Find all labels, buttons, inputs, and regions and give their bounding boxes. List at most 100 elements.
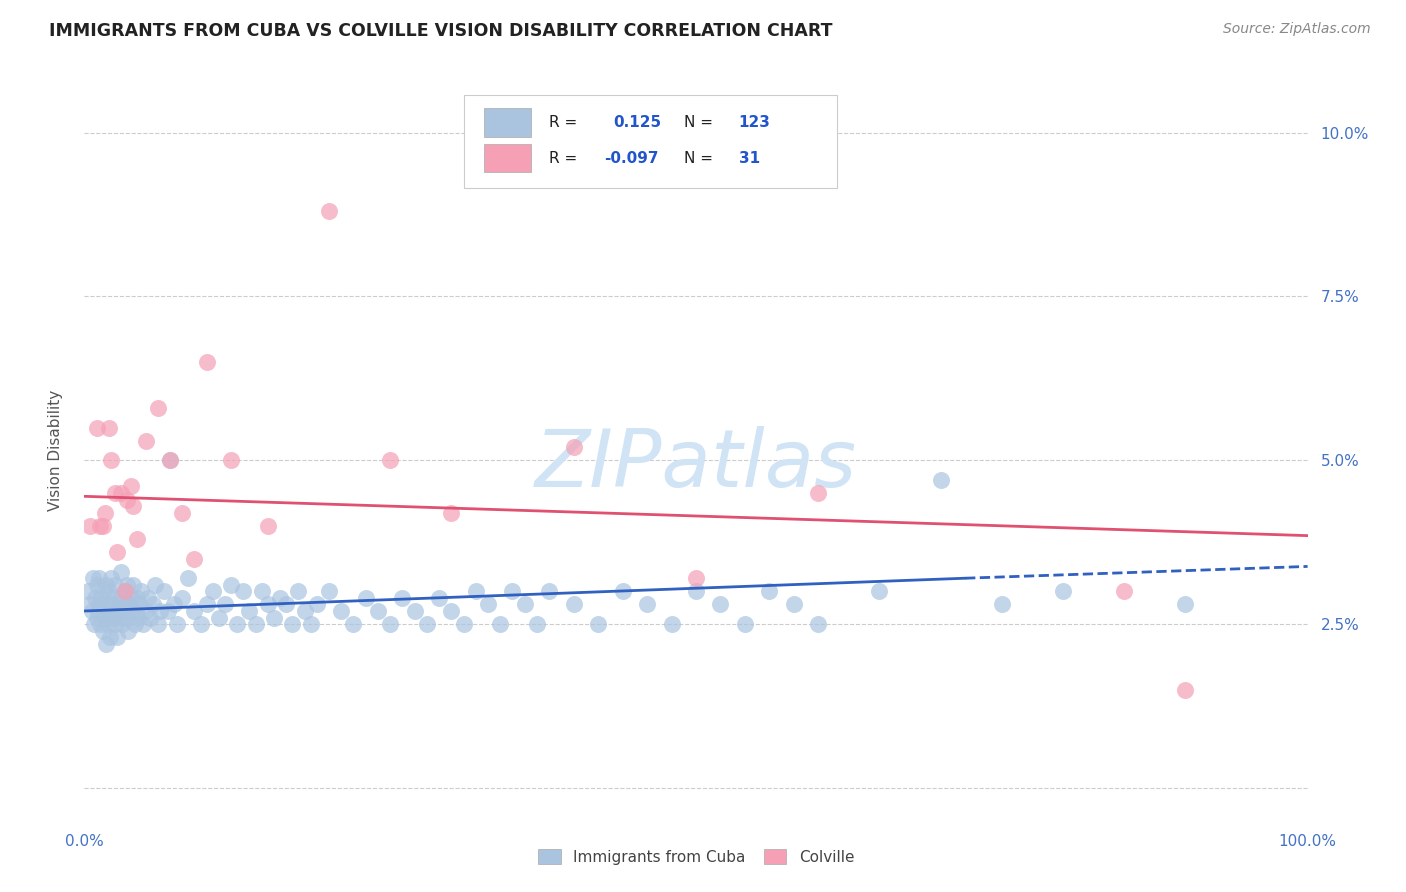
Point bbox=[201, 584, 224, 599]
Point bbox=[94, 506, 117, 520]
Point bbox=[129, 584, 152, 599]
FancyBboxPatch shape bbox=[484, 109, 531, 136]
Point bbox=[807, 617, 830, 632]
Point bbox=[104, 486, 127, 500]
Point bbox=[115, 610, 138, 624]
Point bbox=[183, 604, 205, 618]
Point bbox=[100, 571, 122, 585]
Point bbox=[636, 598, 658, 612]
Point bbox=[257, 518, 280, 533]
Point bbox=[110, 486, 132, 500]
Point bbox=[149, 604, 172, 618]
FancyBboxPatch shape bbox=[484, 144, 531, 172]
Point bbox=[991, 598, 1014, 612]
Point bbox=[91, 518, 114, 533]
Point bbox=[90, 591, 112, 605]
Point bbox=[120, 479, 142, 493]
Point bbox=[1114, 584, 1136, 599]
Point bbox=[136, 591, 159, 605]
Point bbox=[183, 551, 205, 566]
Point bbox=[115, 578, 138, 592]
Text: -0.097: -0.097 bbox=[605, 151, 659, 166]
Point bbox=[127, 610, 149, 624]
Point bbox=[807, 486, 830, 500]
Point bbox=[84, 591, 107, 605]
Point bbox=[219, 578, 242, 592]
Point bbox=[105, 545, 128, 559]
Point bbox=[98, 630, 121, 644]
Y-axis label: Vision Disability: Vision Disability bbox=[48, 390, 63, 511]
Point bbox=[586, 617, 609, 632]
Point bbox=[166, 617, 188, 632]
Point bbox=[380, 617, 402, 632]
Point bbox=[661, 617, 683, 632]
Point bbox=[107, 598, 129, 612]
Point bbox=[404, 604, 426, 618]
Point bbox=[112, 604, 135, 618]
Point bbox=[143, 578, 166, 592]
Point bbox=[163, 598, 186, 612]
Point bbox=[120, 604, 142, 618]
Point bbox=[177, 571, 200, 585]
Point bbox=[538, 584, 561, 599]
Point bbox=[1052, 584, 1074, 599]
Point bbox=[114, 584, 136, 599]
Point bbox=[440, 506, 463, 520]
Point bbox=[125, 532, 148, 546]
Point bbox=[1174, 682, 1197, 697]
Point bbox=[734, 617, 756, 632]
Point bbox=[709, 598, 731, 612]
Point bbox=[82, 571, 104, 585]
Point bbox=[79, 598, 101, 612]
Point bbox=[195, 598, 218, 612]
Point bbox=[87, 598, 110, 612]
Point bbox=[89, 518, 111, 533]
Point bbox=[330, 604, 353, 618]
Text: ZIPatlas: ZIPatlas bbox=[534, 426, 858, 504]
Point bbox=[87, 604, 110, 618]
Text: 31: 31 bbox=[738, 151, 759, 166]
Point bbox=[77, 584, 100, 599]
Point bbox=[103, 591, 125, 605]
Point bbox=[89, 617, 111, 632]
Point bbox=[135, 434, 157, 448]
Point bbox=[427, 591, 450, 605]
Point bbox=[294, 604, 316, 618]
Point bbox=[87, 571, 110, 585]
Point bbox=[115, 492, 138, 507]
Point bbox=[135, 604, 157, 618]
Point bbox=[101, 610, 124, 624]
Point bbox=[105, 630, 128, 644]
Point bbox=[219, 453, 242, 467]
Legend: Immigrants from Cuba, Colville: Immigrants from Cuba, Colville bbox=[537, 849, 855, 865]
Point bbox=[929, 473, 952, 487]
Point bbox=[502, 584, 524, 599]
Point bbox=[869, 584, 891, 599]
Point bbox=[86, 420, 108, 434]
Point bbox=[97, 604, 120, 618]
Point bbox=[96, 637, 118, 651]
Point bbox=[318, 204, 340, 219]
Point bbox=[232, 584, 254, 599]
Point bbox=[214, 598, 236, 612]
Point bbox=[250, 584, 273, 599]
Point bbox=[132, 617, 155, 632]
Point bbox=[96, 578, 118, 592]
Point bbox=[226, 617, 249, 632]
Point bbox=[257, 598, 280, 612]
Point bbox=[110, 591, 132, 605]
Point bbox=[114, 584, 136, 599]
Point bbox=[93, 598, 115, 612]
Point bbox=[380, 453, 402, 467]
Point bbox=[159, 453, 181, 467]
Point bbox=[97, 617, 120, 632]
Point bbox=[91, 624, 114, 638]
Point bbox=[453, 617, 475, 632]
Point bbox=[100, 453, 122, 467]
Point bbox=[440, 604, 463, 618]
Point bbox=[685, 571, 707, 585]
Point bbox=[238, 604, 260, 618]
Text: R =: R = bbox=[550, 151, 578, 166]
Point bbox=[86, 578, 108, 592]
Point bbox=[562, 598, 585, 612]
